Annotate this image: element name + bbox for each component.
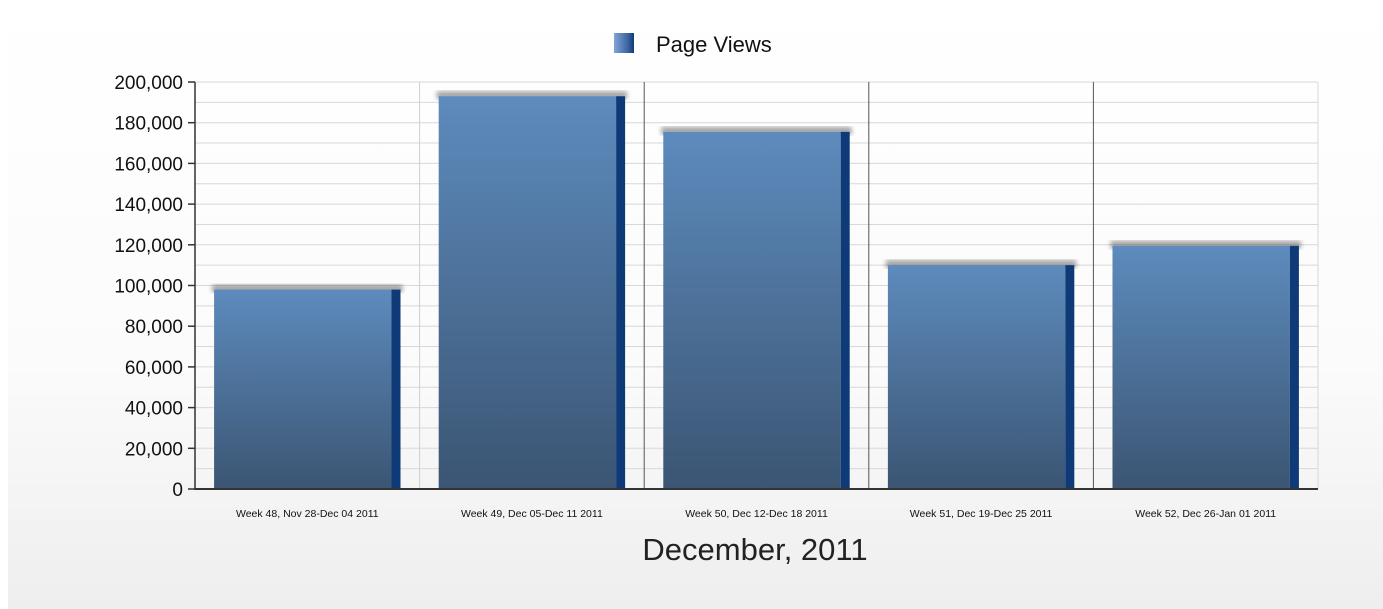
bar-side xyxy=(840,131,850,490)
bar-side xyxy=(616,96,626,490)
bar-chart: Page Views 0 20,000 40,000 60,000 80,000 100,… xyxy=(114,32,1319,567)
bar-group xyxy=(1110,240,1301,489)
y-tick-label: 200,000 xyxy=(114,73,183,94)
y-tick-label: 140,000 xyxy=(114,195,183,216)
bar-shadow xyxy=(212,284,403,293)
bar-group xyxy=(661,126,852,490)
x-tick-label: Week 50, Dec 12-Dec 18 2011 xyxy=(685,508,828,520)
bar-group xyxy=(212,284,403,489)
x-tick-labels: Week 48, Nov 28-Dec 04 2011 Week 49, Dec … xyxy=(236,508,1276,520)
chart-panel: Page Views 0 20,000 40,000 60,000 80,000 100,… xyxy=(8,0,1383,609)
y-tick-labels: 0 20,000 40,000 60,000 80,000 100,000 120,000 1… xyxy=(114,73,183,501)
bar xyxy=(214,289,392,489)
y-tick-label: 180,000 xyxy=(114,114,183,135)
x-tick-label: Week 48, Nov 28-Dec 04 2011 xyxy=(236,508,379,520)
y-tick-label: 80,000 xyxy=(125,317,183,338)
legend: Page Views xyxy=(614,32,772,57)
bar-group xyxy=(885,260,1077,489)
y-tick-label: 100,000 xyxy=(114,277,183,298)
bars xyxy=(212,91,1301,490)
bar xyxy=(1112,245,1290,489)
bar-side xyxy=(1289,245,1299,489)
bar xyxy=(887,265,1066,489)
legend-label-page-views: Page Views xyxy=(656,32,772,57)
y-tick-label: 40,000 xyxy=(125,399,183,420)
axes xyxy=(188,81,1318,490)
x-tick-label: Week 49, Dec 05-Dec 11 2011 xyxy=(461,508,603,520)
bar-shadow xyxy=(661,126,852,135)
y-tick-label: 160,000 xyxy=(114,154,183,175)
y-tick-label: 60,000 xyxy=(125,358,183,379)
legend-swatch-page-views xyxy=(614,33,634,53)
bar-shadow xyxy=(885,260,1077,269)
y-tick-label: 120,000 xyxy=(114,236,183,257)
bar-group xyxy=(436,91,628,490)
bar-shadow xyxy=(1110,240,1301,249)
y-tick-label: 20,000 xyxy=(125,439,183,460)
x-tick-label: Week 51, Dec 19-Dec 25 2011 xyxy=(910,508,1053,520)
x-axis-title: December, 2011 xyxy=(642,532,867,567)
x-tick-label: Week 52, Dec 26-Jan 01 2011 xyxy=(1135,508,1276,520)
bar-side xyxy=(1065,265,1075,489)
bar xyxy=(438,96,617,490)
y-tick-label: 0 xyxy=(172,480,183,501)
bar xyxy=(663,131,841,490)
bar-side xyxy=(391,289,401,489)
bar-shadow xyxy=(436,91,628,100)
